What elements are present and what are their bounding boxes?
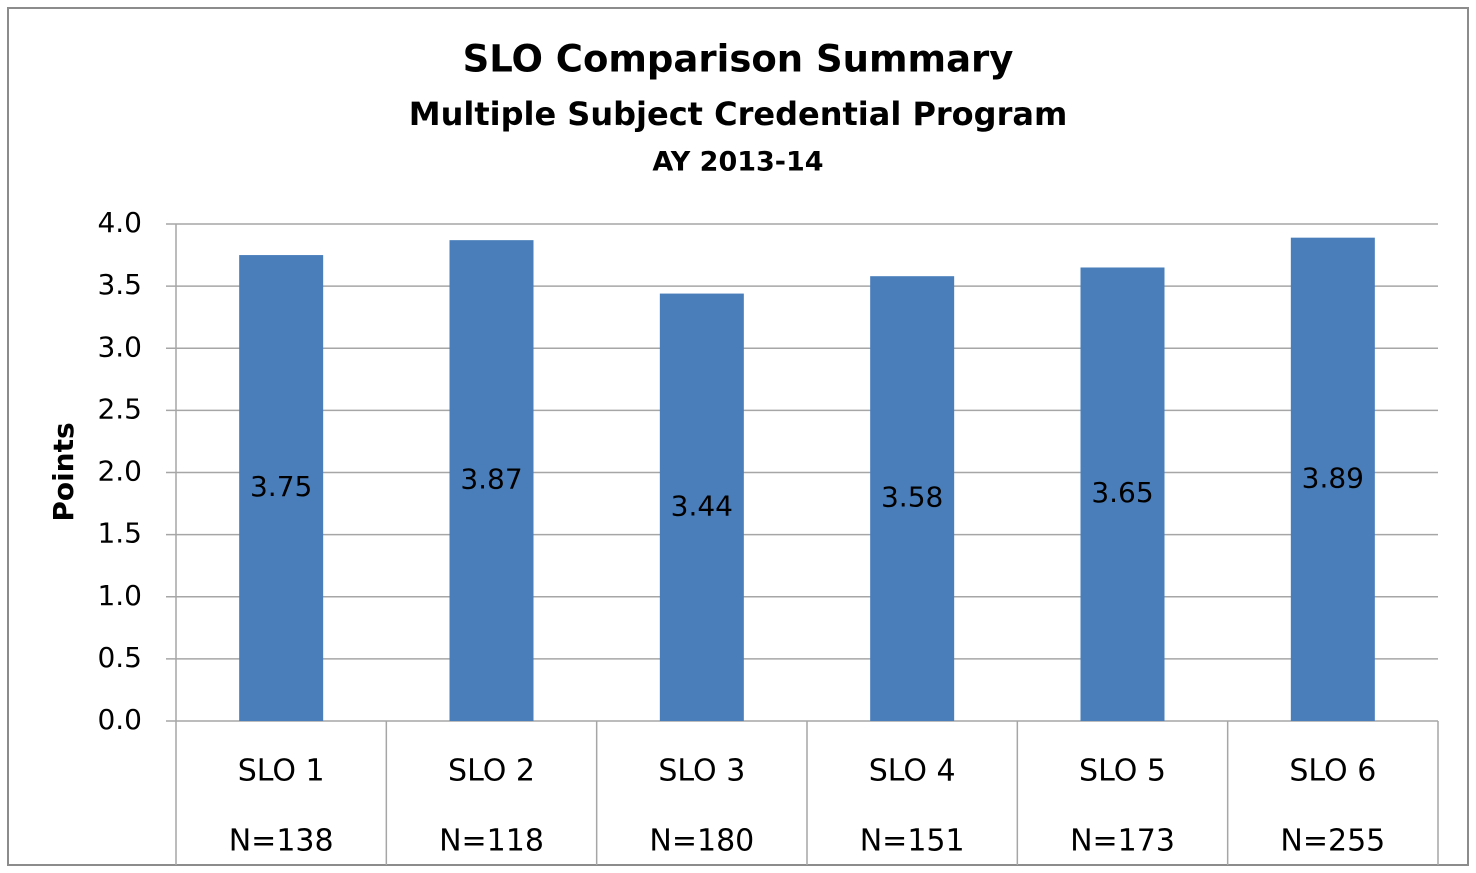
- x-tick-label: SLO 6: [1289, 754, 1376, 789]
- x-tick-sublabel: N=151: [860, 824, 965, 859]
- bar: [1080, 267, 1165, 721]
- y-tick-label: 1.0: [97, 579, 142, 612]
- x-tick-sublabel: N=118: [439, 824, 544, 859]
- data-label: 3.75: [250, 470, 312, 503]
- data-label: 3.87: [460, 463, 522, 496]
- chart-subtitle: Multiple Subject Credential Program: [409, 95, 1068, 133]
- y-tick-label: 3.5: [97, 268, 142, 301]
- x-tick-label: SLO 4: [869, 754, 956, 789]
- bar: [659, 293, 744, 721]
- y-tick-label: 3.0: [97, 330, 142, 363]
- bar: [1290, 237, 1375, 722]
- data-label: 3.65: [1091, 476, 1153, 509]
- x-tick-sublabel: N=173: [1070, 824, 1175, 859]
- chart-subtitle: AY 2013-14: [652, 147, 823, 178]
- data-label: 3.58: [881, 481, 943, 514]
- x-tick-label: SLO 2: [448, 754, 535, 789]
- bar: [870, 276, 955, 721]
- y-tick-label: 0.5: [97, 641, 142, 674]
- bar: [449, 240, 534, 721]
- data-label: 3.89: [1302, 461, 1364, 494]
- y-tick-label: 2.5: [97, 392, 142, 425]
- data-label: 3.44: [671, 489, 733, 522]
- y-tick-label: 1.5: [97, 517, 142, 550]
- y-tick-label: 2.0: [97, 455, 142, 488]
- bar: [239, 255, 324, 721]
- x-tick-sublabel: N=255: [1280, 824, 1385, 859]
- x-tick-sublabel: N=180: [649, 824, 754, 859]
- y-tick-label: 0.0: [97, 703, 142, 736]
- x-tick-label: SLO 5: [1079, 754, 1166, 789]
- x-tick-sublabel: N=138: [229, 824, 334, 859]
- y-tick-label: 4.0: [97, 206, 142, 239]
- chart-title: SLO Comparison Summary: [463, 38, 1014, 81]
- x-tick-label: SLO 1: [238, 754, 325, 789]
- x-tick-label: SLO 3: [658, 754, 745, 789]
- y-axis-label: Points: [47, 422, 80, 521]
